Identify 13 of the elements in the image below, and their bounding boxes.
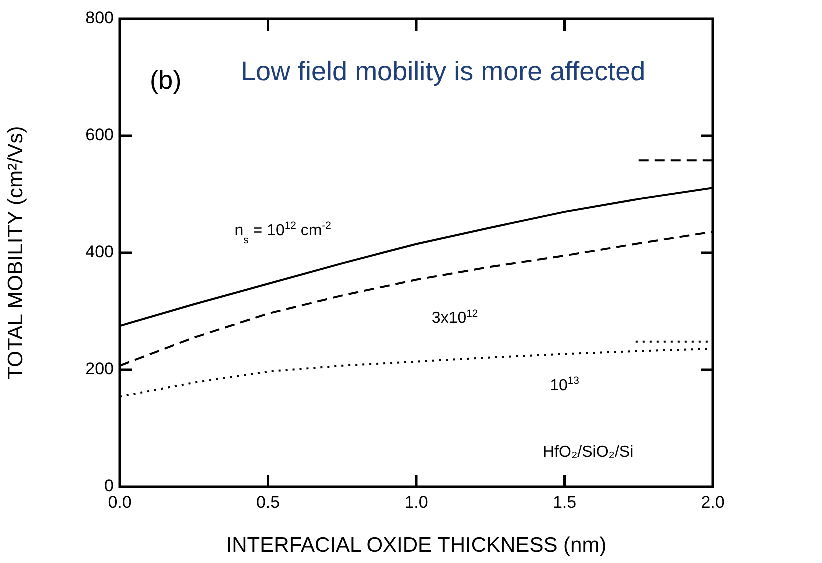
x-tick-label: 1.5 <box>552 492 577 512</box>
annotation: (b) <box>150 65 182 95</box>
annotation: Low field mobility is more affected <box>241 56 646 86</box>
y-axis-title: TOTAL MOBILITY (cm²/Vs) <box>4 126 28 380</box>
y-tick-label: 800 <box>86 8 114 28</box>
x-tick-label: 2.0 <box>701 492 725 512</box>
x-tick-label: 0.5 <box>256 492 280 512</box>
annotation: HfO₂/SiO₂/Si <box>543 444 634 461</box>
x-tick-label: 1.0 <box>404 492 428 512</box>
y-tick-label: 200 <box>86 360 114 379</box>
x-axis-title: INTERFACIAL OXIDE THICKNESS (nm) <box>226 534 607 558</box>
y-tick-label: 600 <box>86 126 114 145</box>
y-tick-label: 400 <box>86 242 114 262</box>
